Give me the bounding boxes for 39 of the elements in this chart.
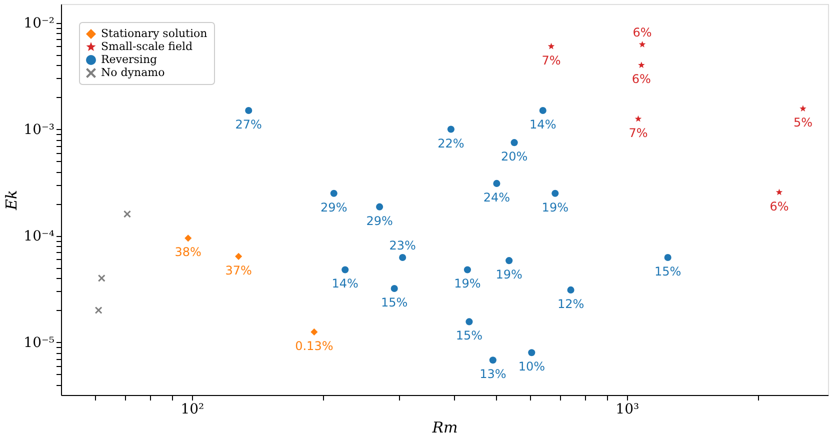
annotation: 27% (235, 118, 262, 132)
annotation: 14% (530, 118, 556, 132)
y-tick-label: 10⁻³ (24, 122, 54, 138)
annotation: 19% (542, 200, 568, 214)
annotation: 6% (632, 72, 651, 86)
x-tick-label: 10² (180, 402, 204, 418)
annotation: 0.13% (295, 338, 334, 353)
annotation: 19% (496, 268, 522, 282)
annotation: 20% (500, 150, 528, 164)
annotation: 29% (366, 214, 393, 228)
annotation: 38% (174, 245, 202, 260)
annotation: 10% (518, 360, 545, 374)
y-tick-label: 10⁻⁵ (24, 334, 55, 351)
legend-label: Small-scale field (101, 40, 193, 53)
x-tick-label: 10³ (616, 402, 640, 418)
annotation: 15% (381, 295, 408, 310)
annotation: 7% (628, 126, 648, 140)
annotation: 13% (480, 367, 506, 382)
legend-label: No dynamo (101, 66, 166, 79)
annotation: 5% (793, 116, 812, 130)
annotation: 24% (483, 190, 510, 204)
annotation: 22% (438, 136, 464, 150)
annotation: 19% (454, 276, 481, 291)
annotation: 12% (557, 296, 584, 311)
annotation: 6% (632, 25, 652, 40)
annotation: 14% (332, 276, 358, 291)
annotation: 7% (542, 53, 561, 68)
annotation: 23% (389, 238, 416, 253)
y-tick-label: 10⁻⁴ (24, 228, 55, 244)
legend-label: Stationary solution (101, 27, 208, 40)
annotation: 15% (654, 264, 682, 279)
y-tick-label: 10⁻² (24, 15, 54, 32)
y-axis-title: Ek (2, 190, 21, 212)
legend-label: Reversing (101, 53, 158, 66)
x-axis-title: Rm (431, 418, 458, 436)
annotation: 6% (770, 199, 789, 214)
annotation: 15% (456, 328, 483, 343)
annotation: 29% (320, 200, 348, 214)
annotation: 37% (225, 263, 252, 278)
